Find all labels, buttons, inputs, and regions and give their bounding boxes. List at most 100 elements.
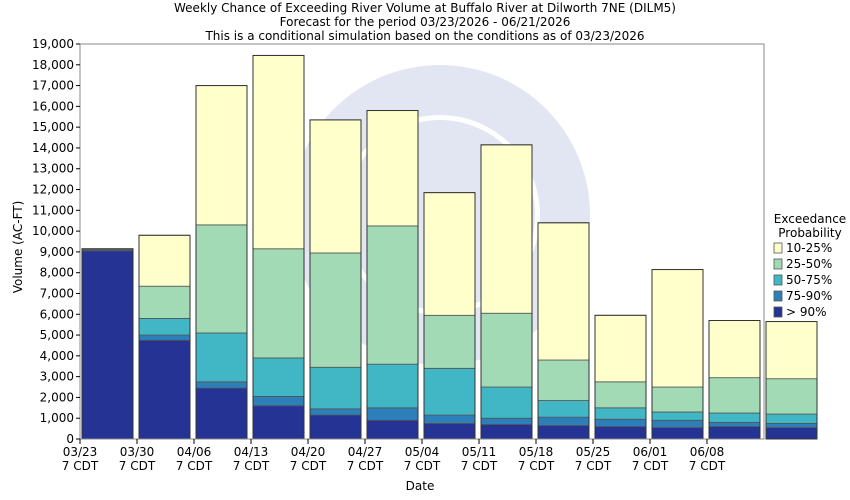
bar-segment-05-18-4 [537, 222, 590, 361]
bar-segment-06-01-3 [651, 386, 704, 413]
y-tick-label: 14,000 [32, 141, 74, 155]
bar-segment-05-04-0 [423, 423, 476, 440]
x-tick-label-date: 04/27 [348, 445, 383, 459]
x-tick-label-tz: 7 CDT [404, 459, 441, 473]
chart-subtitle: Forecast for the period 03/23/2026 - 06/… [279, 15, 571, 29]
bar-segment-05-25-0 [594, 426, 647, 440]
bar-segment-04-20-1 [309, 408, 362, 416]
x-tick-label-date: 05/11 [462, 445, 497, 459]
bar-segment-04-20-0 [309, 414, 362, 440]
x-tick-label-date: 03/23 [63, 445, 98, 459]
bar-segment-03-23-0 [81, 250, 134, 440]
bar-segment-06-01-2 [651, 411, 704, 421]
legend-swatch [773, 242, 783, 254]
bar-segment-05-25-3 [594, 381, 647, 409]
x-tick-label-tz: 7 CDT [518, 459, 555, 473]
bar-segment-05-11-0 [480, 424, 533, 440]
bar-segment-04-27-2 [366, 363, 419, 409]
x-tick-label-tz: 7 CDT [119, 459, 156, 473]
bar-segment-05-04-3 [423, 314, 476, 369]
x-tick-label-date: 05/04 [405, 445, 440, 459]
x-tick-label-tz: 7 CDT [461, 459, 498, 473]
legend-swatch [773, 306, 783, 318]
x-tick-label-tz: 7 CDT [632, 459, 669, 473]
x-tick-label-tz: 7 CDT [62, 459, 99, 473]
legend-title: Probability [778, 226, 841, 240]
y-tick-label: 10,000 [32, 224, 74, 238]
chart-title: Weekly Chance of Exceeding River Volume … [174, 1, 676, 15]
y-tick-label: 19,000 [32, 37, 74, 51]
bar-segment-04-06-4 [195, 85, 248, 226]
legend-swatch [773, 290, 783, 302]
bar-segment-06-15-4 [765, 321, 818, 380]
y-tick-label: 7,000 [40, 286, 74, 300]
bar-segment-06-15-0 [765, 427, 818, 440]
x-tick-label-date: 05/25 [576, 445, 611, 459]
legend-label: > 90% [786, 305, 827, 319]
y-tick-label: 9,000 [40, 245, 74, 259]
x-tick-label-date: 03/30 [120, 445, 155, 459]
bar-segment-05-25-1 [594, 418, 647, 427]
y-tick-label: 16,000 [32, 99, 74, 113]
bar-segment-06-08-4 [708, 320, 761, 379]
bar-outline-06-15 [765, 321, 818, 440]
x-tick-label-tz: 7 CDT [575, 459, 612, 473]
bar-segment-03-30-1 [138, 334, 191, 341]
y-tick-label: 15,000 [32, 120, 74, 134]
y-tick-label: 12,000 [32, 183, 74, 197]
bar-segment-06-15-3 [765, 378, 818, 415]
bar-segment-05-18-3 [537, 359, 590, 401]
x-tick-label-date: 04/13 [234, 445, 269, 459]
y-tick-label: 11,000 [32, 203, 74, 217]
y-axis-title: Volume (AC-FT) [11, 201, 25, 294]
legend-swatch [773, 274, 783, 286]
y-tick-label: 2,000 [40, 390, 74, 404]
bar-segment-06-15-1 [765, 423, 818, 428]
bar-segment-05-04-4 [423, 192, 476, 316]
axes-layer: 0 1,000 2,000 3,000 4,000 5,000 6,000 7,000 8,00… [32, 37, 765, 473]
x-tick-label-tz: 7 CDT [233, 459, 270, 473]
x-tick-label-date: 06/01 [633, 445, 668, 459]
bar-segment-03-30-3 [138, 285, 191, 319]
bar-segment-04-27-1 [366, 407, 419, 421]
bar-segment-05-11-1 [480, 417, 533, 425]
bar-segment-06-08-1 [708, 421, 761, 427]
legend-label: 10-25% [786, 241, 832, 255]
x-tick-label-date: 06/08 [690, 445, 725, 459]
bar-segment-05-18-1 [537, 416, 590, 426]
bar-segment-04-13-2 [252, 357, 305, 397]
y-tick-label: 1,000 [40, 411, 74, 425]
bar-segment-05-11-2 [480, 386, 533, 419]
x-axis-title: Date [406, 479, 435, 493]
bar-segment-05-04-1 [423, 414, 476, 424]
bar-segment-06-08-2 [708, 412, 761, 423]
chart-note: This is a conditional simulation based o… [205, 29, 645, 43]
legend-label: 25-50% [786, 257, 832, 271]
bar-segment-06-08-0 [708, 426, 761, 440]
bar-segment-04-27-0 [366, 419, 419, 440]
x-tick-label-date: 04/06 [177, 445, 212, 459]
bar-segment-03-30-2 [138, 318, 191, 336]
bar-segment-06-01-4 [651, 269, 704, 388]
x-tick-label-tz: 7 CDT [290, 459, 327, 473]
bar-segment-03-30-0 [138, 339, 191, 440]
bar-segment-04-20-4 [309, 119, 362, 254]
bar-segment-04-06-3 [195, 224, 248, 334]
y-tick-label: 0 [66, 432, 74, 446]
x-tick-label-date: 05/18 [519, 445, 554, 459]
bar-segment-06-01-0 [651, 427, 704, 440]
bar-segment-06-01-1 [651, 419, 704, 428]
legend-title: Exceedance [774, 212, 846, 226]
bar-segment-04-06-1 [195, 381, 248, 389]
bar-segment-04-13-0 [252, 405, 305, 440]
y-tick-label: 4,000 [40, 349, 74, 363]
bar-segment-05-11-3 [480, 312, 533, 388]
x-tick-label-tz: 7 CDT [689, 459, 726, 473]
bar-segment-05-11-4 [480, 144, 533, 314]
x-tick-label-tz: 7 CDT [347, 459, 384, 473]
bar-segment-05-18-0 [537, 425, 590, 440]
bar-segment-06-08-3 [708, 377, 761, 414]
bar-segment-04-06-2 [195, 332, 248, 383]
bar-segment-06-15-2 [765, 413, 818, 424]
